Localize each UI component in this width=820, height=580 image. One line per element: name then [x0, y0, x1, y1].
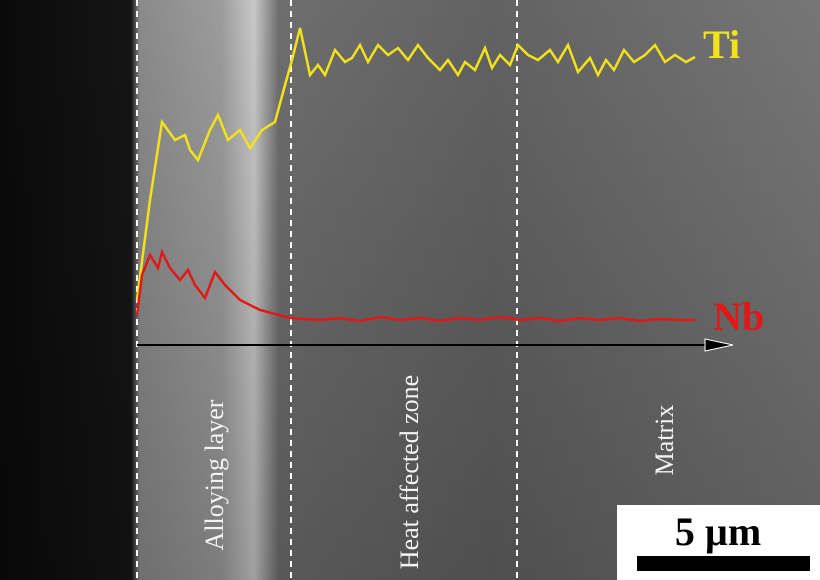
zone-label: Alloying layer [200, 399, 229, 550]
micrograph: Ti Nb Alloying layer Heat affected zone … [0, 0, 820, 580]
zone-label: Heat affected zone [395, 375, 424, 569]
nb-label: Nb [713, 294, 764, 339]
zone-label: Matrix [650, 405, 679, 476]
scale-label: 5 µm [675, 509, 761, 554]
scale-bar [637, 556, 810, 571]
ti-label: Ti [703, 22, 740, 67]
